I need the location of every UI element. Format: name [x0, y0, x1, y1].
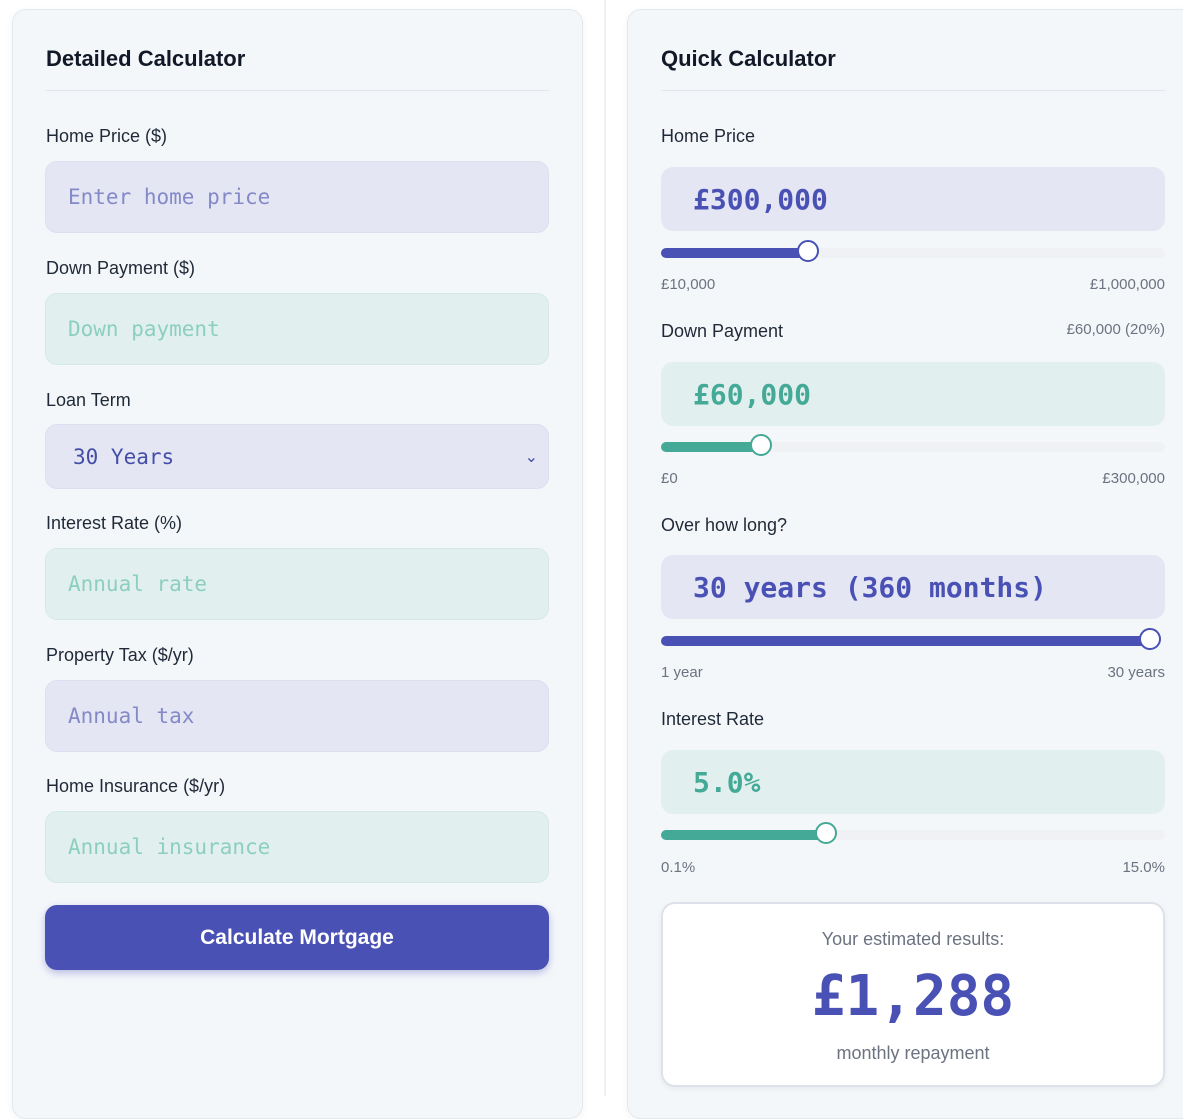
- calculate-mortgage-button[interactable]: Calculate Mortgage: [45, 905, 549, 970]
- detailed-calculator-title: Detailed Calculator: [46, 46, 246, 71]
- slider-fill: [661, 636, 1151, 646]
- slider-thumb[interactable]: [749, 434, 772, 456]
- interest-rate-min: 0.1%: [661, 859, 696, 876]
- home-insurance-input[interactable]: [45, 811, 549, 883]
- term-slider[interactable]: [661, 628, 1161, 650]
- slider-fill: [661, 442, 762, 452]
- down-payment-max: £300,000: [1102, 470, 1165, 487]
- home-price-input[interactable]: [45, 161, 549, 233]
- slider-thumb[interactable]: [796, 240, 819, 262]
- down-payment-slider[interactable]: [661, 434, 1165, 456]
- property-tax-label: Property Tax ($/yr): [46, 645, 194, 665]
- home-price-slider[interactable]: [661, 240, 1165, 262]
- term-value: 30 years (360 months): [661, 555, 1165, 619]
- quick-home-price-value: £300,000: [661, 167, 1165, 231]
- term-min: 1 year: [661, 664, 703, 681]
- interest-rate-label: Interest Rate (%): [46, 513, 183, 533]
- quick-down-payment-label: Down Payment: [661, 321, 784, 341]
- slider-fill: [661, 248, 809, 258]
- down-payment-label: Down Payment ($): [46, 258, 196, 278]
- quick-interest-rate-value: 5.0%: [661, 750, 1165, 814]
- interest-rate-slider[interactable]: [661, 822, 1165, 844]
- slider-thumb[interactable]: [814, 822, 837, 844]
- home-insurance-label: Home Insurance ($/yr): [46, 776, 226, 796]
- quick-interest-rate-label: Interest Rate: [661, 709, 765, 729]
- monthly-repayment-amount: £1,288: [811, 964, 1015, 1029]
- down-payment-summary: £60,000 (20%): [1066, 321, 1165, 338]
- property-tax-input[interactable]: [45, 680, 549, 752]
- down-payment-input[interactable]: [45, 293, 549, 365]
- home-price-label: Home Price ($): [46, 126, 168, 146]
- results-card: Your estimated results: £1,288 monthly r…: [661, 902, 1165, 1087]
- interest-rate-input[interactable]: [45, 548, 549, 620]
- quick-down-payment-value: £60,000: [661, 362, 1165, 426]
- interest-rate-max: 15.0%: [1122, 859, 1165, 876]
- down-payment-min: £0: [661, 470, 678, 487]
- monthly-repayment-caption: monthly repayment: [836, 1043, 990, 1063]
- home-price-min: £10,000: [661, 276, 716, 293]
- slider-thumb[interactable]: [1139, 628, 1161, 650]
- term-max: 30 years: [1107, 664, 1165, 681]
- chevron-down-icon: ⌄: [524, 447, 538, 466]
- quick-home-price-label: Home Price: [661, 126, 756, 146]
- results-heading: Your estimated results:: [821, 929, 1005, 949]
- title-divider: [45, 90, 549, 91]
- loan-term-label: Loan Term: [46, 390, 131, 410]
- title-divider: [661, 90, 1165, 91]
- column-divider: [604, 0, 606, 1096]
- home-price-max: £1,000,000: [1089, 276, 1165, 293]
- loan-term-select[interactable]: 30 Years ⌄: [45, 424, 549, 489]
- slider-fill: [661, 830, 827, 840]
- quick-calculator-title: Quick Calculator: [661, 46, 836, 71]
- term-label: Over how long?: [661, 515, 788, 535]
- loan-term-value: 30 Years: [73, 444, 175, 469]
